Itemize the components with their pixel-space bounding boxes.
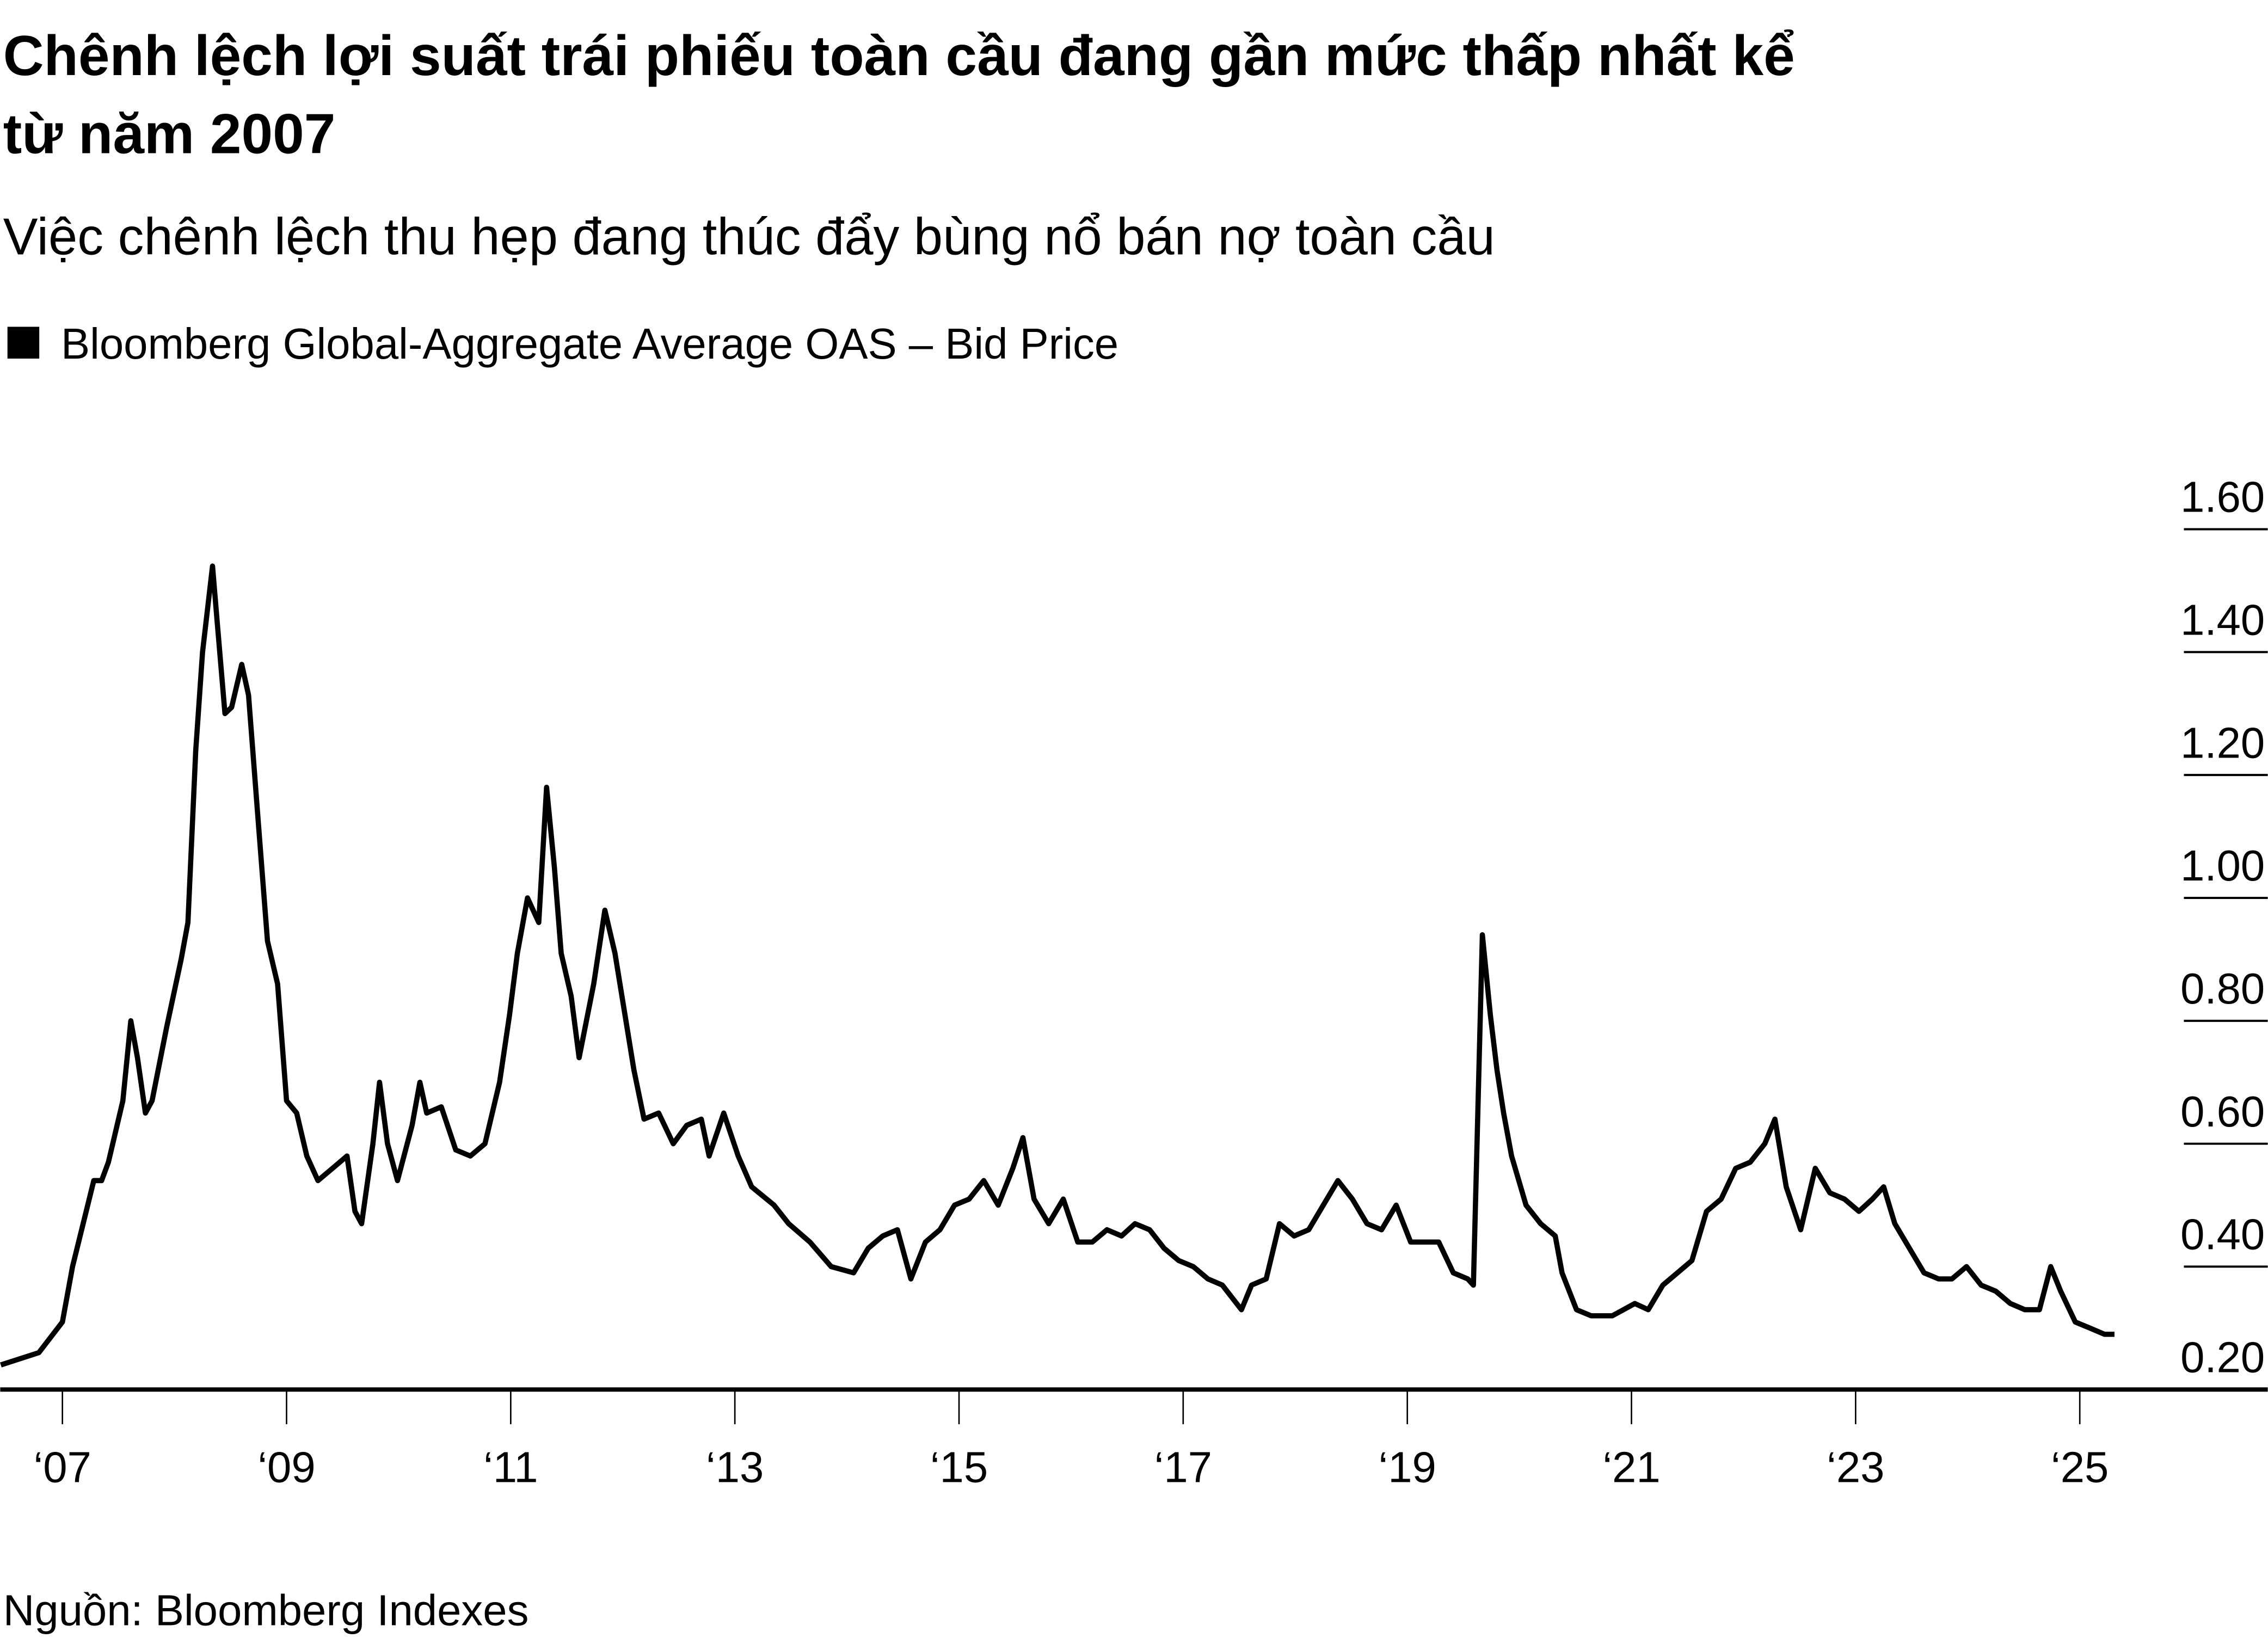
y-tick-label: 1.20 — [2180, 718, 2265, 767]
chart-title-line1: Chênh lệch lợi suất trái phiếu toàn cầu … — [3, 24, 1795, 87]
x-tick-label: ‘13 — [706, 1443, 764, 1491]
source-note: Nguồn: Bloomberg Indexes — [3, 1586, 529, 1634]
x-tick-label: ‘15 — [930, 1443, 988, 1491]
y-tick-label: 1.60 — [2180, 473, 2265, 521]
y-tick-label: 0.40 — [2180, 1210, 2265, 1259]
x-axis: ‘07 ‘09 ‘11 ‘13 ‘15 ‘17 ‘19 ‘21 ‘23 ‘25 — [0, 1387, 2268, 1491]
y-axis: 1.60 1.40 1.20 1.00 0.80 0.60 0.40 0.20 — [2180, 473, 2268, 1381]
legend: Bloomberg Global-Aggregate Average OAS –… — [7, 319, 1118, 368]
legend-swatch — [7, 327, 40, 359]
x-tick-label: ‘23 — [1827, 1443, 1884, 1491]
y-tick-label: 1.00 — [2180, 841, 2265, 890]
series-line-global-aggregate-oas — [0, 563, 2115, 1368]
y-tick-label: 0.20 — [2180, 1333, 2265, 1381]
x-tick-label: ‘19 — [1378, 1443, 1436, 1491]
y-tick-label: 0.80 — [2180, 964, 2265, 1013]
x-tick-label: ‘11 — [483, 1443, 538, 1491]
x-tick-label: ‘17 — [1154, 1443, 1212, 1491]
chart-title-line2: từ năm 2007 — [3, 102, 336, 165]
chart-subtitle: Việc chênh lệch thu hẹp đang thúc đẩy bù… — [3, 208, 1495, 266]
x-tick-label: ‘07 — [33, 1443, 91, 1491]
x-tick-label: ‘21 — [1602, 1443, 1660, 1491]
x-tick-label: ‘25 — [2051, 1443, 2109, 1491]
y-tick-label: 1.40 — [2180, 595, 2265, 644]
y-tick-label: 0.60 — [2180, 1087, 2265, 1136]
legend-label: Bloomberg Global-Aggregate Average OAS –… — [61, 319, 1118, 368]
x-tick-label: ‘09 — [257, 1443, 315, 1491]
